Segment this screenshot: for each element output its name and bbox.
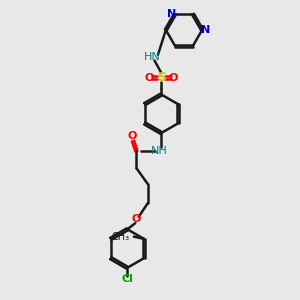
Text: N: N [167, 9, 176, 19]
Text: O: O [168, 73, 178, 82]
Text: O: O [132, 214, 141, 224]
Text: NH: NH [151, 146, 167, 156]
Text: CH₃: CH₃ [111, 232, 129, 242]
Text: O: O [145, 73, 154, 82]
Text: Cl: Cl [122, 274, 133, 284]
Text: O: O [127, 131, 136, 141]
Text: S: S [157, 71, 166, 84]
Text: N: N [201, 25, 210, 35]
Text: HN: HN [144, 52, 160, 62]
